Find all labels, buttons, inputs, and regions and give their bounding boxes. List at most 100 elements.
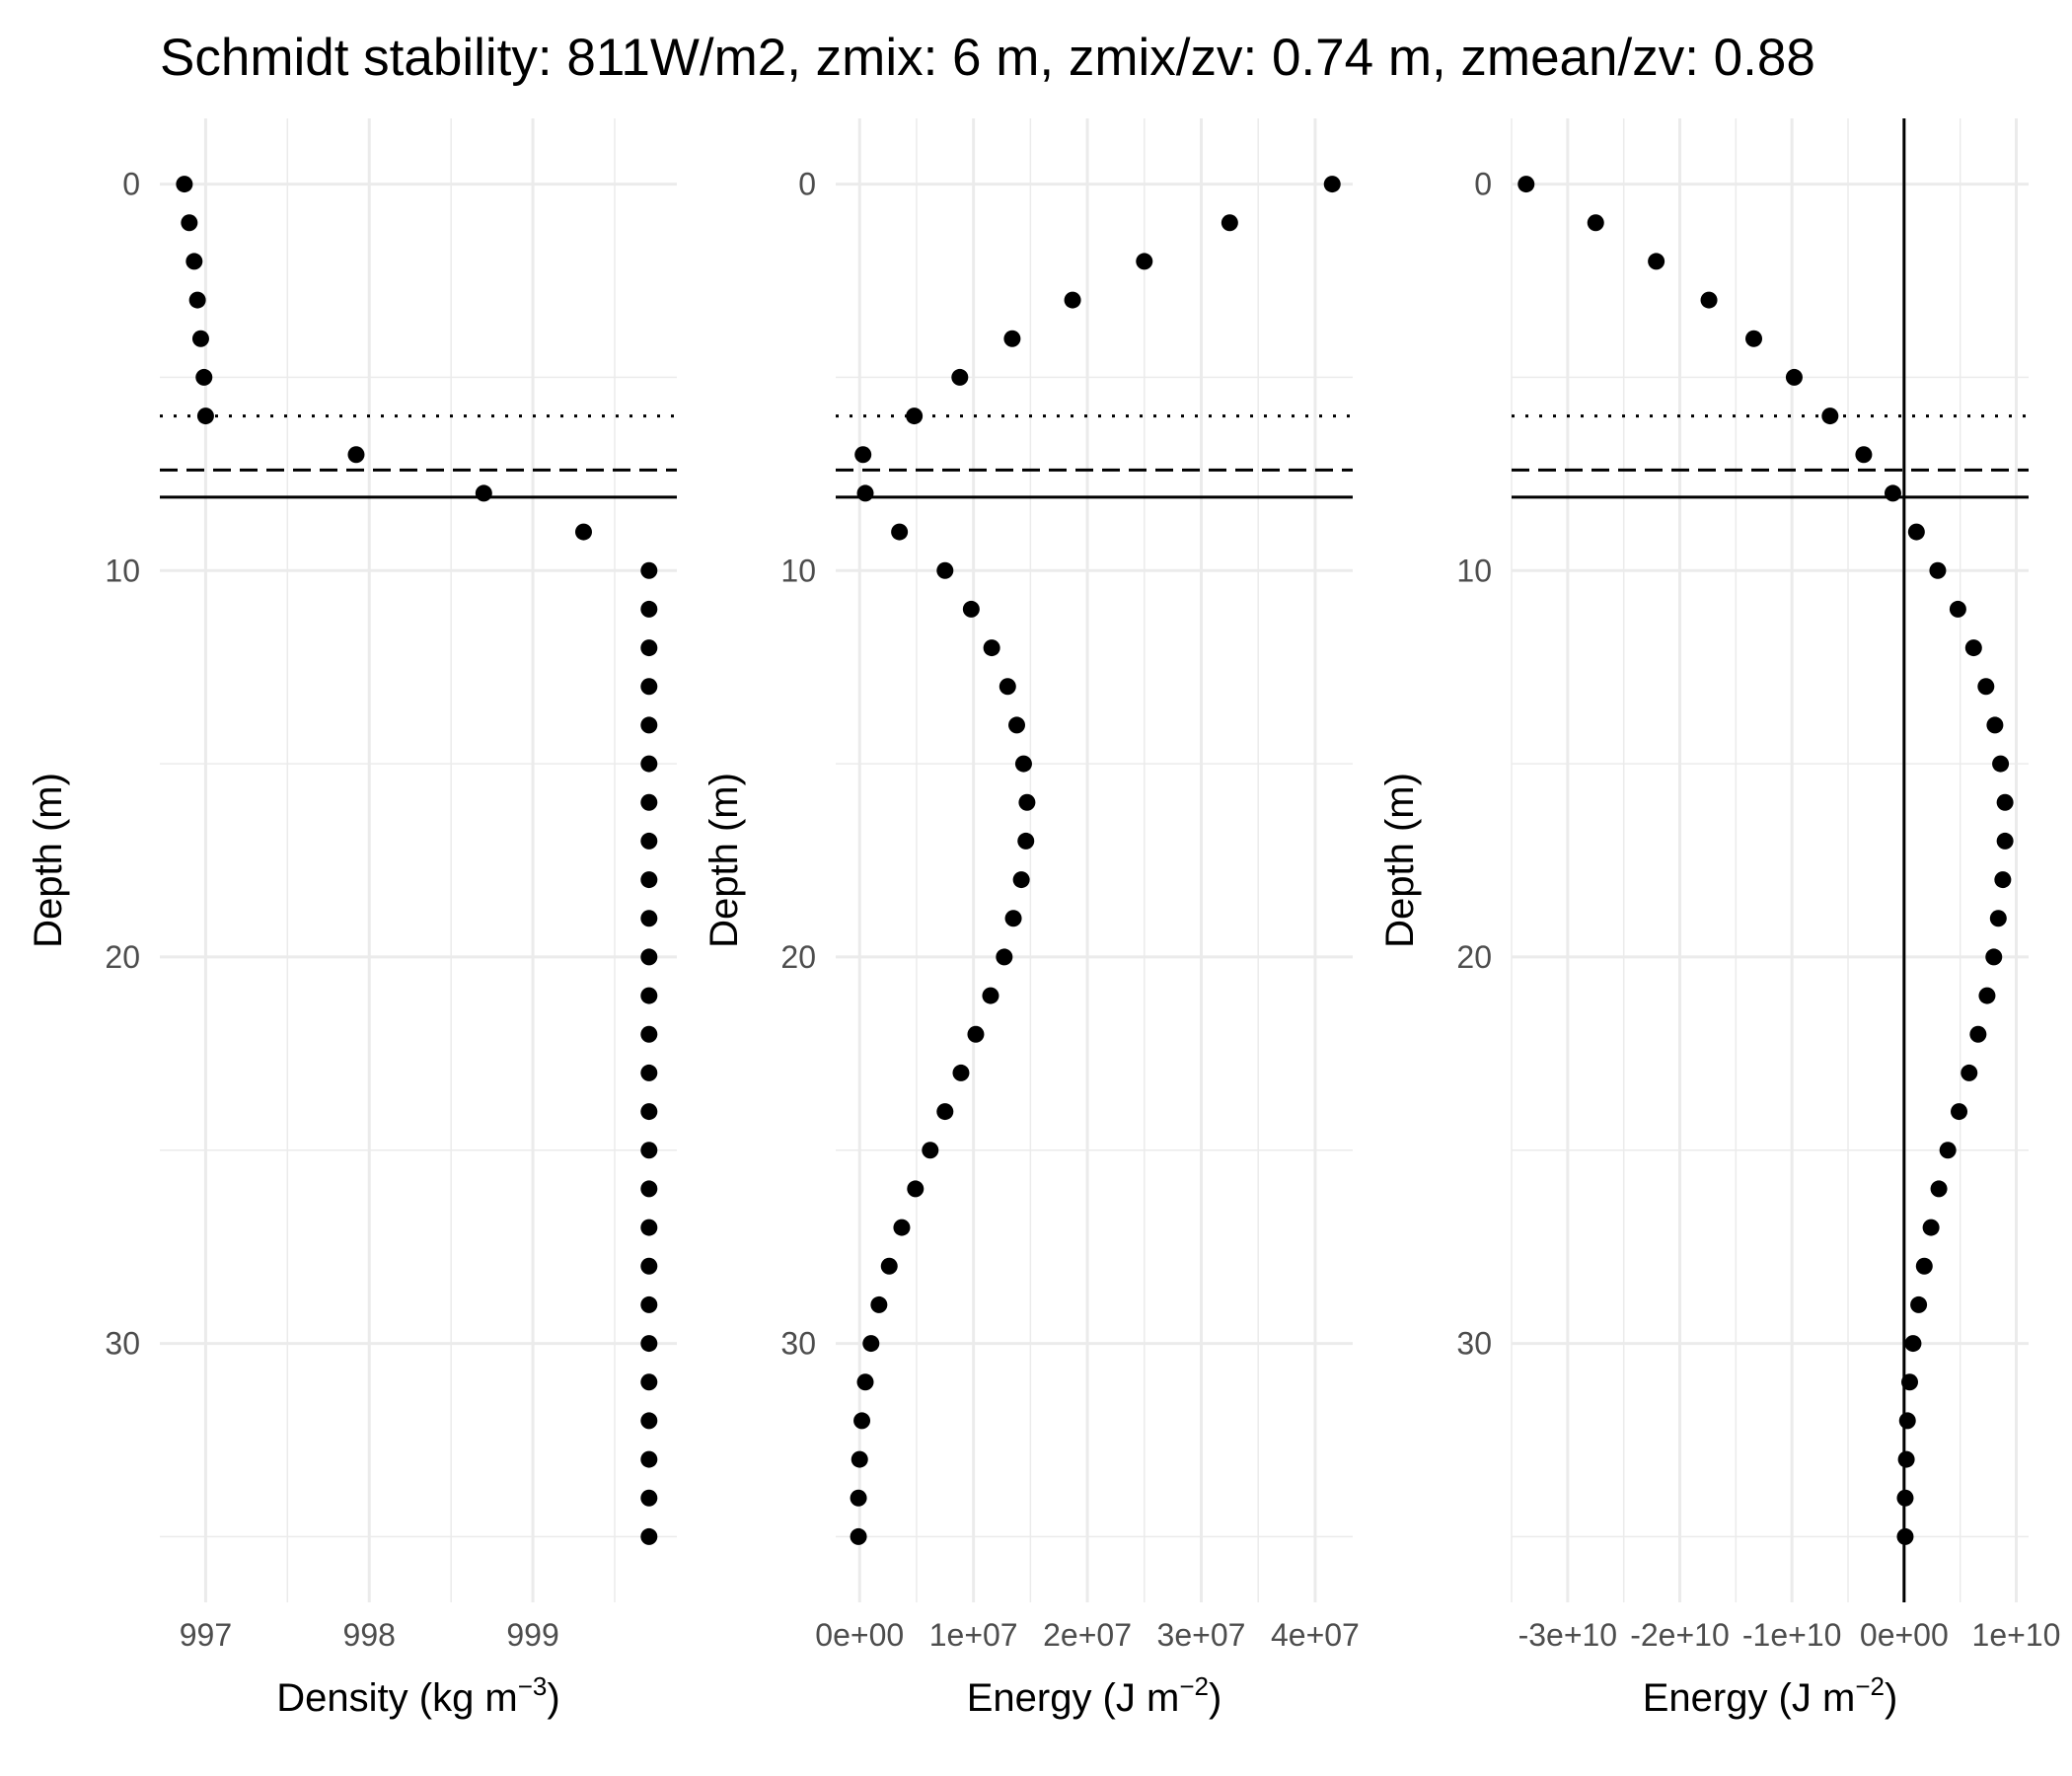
data-point — [640, 716, 658, 734]
y-tick-label: 10 — [105, 553, 140, 588]
y-axis-title: Depth (m) — [27, 773, 70, 948]
data-point — [640, 1142, 658, 1159]
x-tick-label: 2e+07 — [1043, 1617, 1132, 1653]
data-point — [1003, 330, 1021, 347]
x-tick-label: 4e+07 — [1271, 1617, 1360, 1653]
data-point — [936, 561, 954, 579]
x-tick-label: 0e+00 — [815, 1617, 904, 1653]
data-point — [1855, 446, 1873, 464]
data-point — [1017, 832, 1035, 850]
data-point — [640, 600, 658, 618]
data-point — [640, 1257, 658, 1275]
data-point — [1745, 330, 1763, 347]
data-point — [1517, 176, 1535, 193]
x-tick-label: -1e+10 — [1742, 1617, 1842, 1653]
data-point — [1018, 793, 1036, 811]
data-point — [195, 368, 213, 386]
data-point — [853, 1412, 871, 1430]
data-point — [640, 1527, 658, 1545]
data-point — [1901, 1373, 1919, 1391]
y-tick-label: 0 — [1474, 167, 1492, 202]
data-point — [1896, 1489, 1914, 1507]
data-point — [999, 678, 1016, 696]
x-tick-label: -2e+10 — [1630, 1617, 1730, 1653]
y-tick-label: 20 — [780, 939, 816, 975]
data-point — [1989, 910, 2007, 927]
data-point — [640, 561, 658, 579]
data-point — [1992, 755, 2010, 773]
x-tick-label: 999 — [506, 1617, 558, 1653]
data-point — [640, 1295, 658, 1313]
data-point — [640, 1373, 658, 1391]
data-point — [640, 1450, 658, 1468]
data-point — [1910, 1295, 1928, 1313]
data-point — [640, 1489, 658, 1507]
data-point — [1939, 1142, 1957, 1159]
data-point — [181, 214, 198, 232]
data-point — [1986, 716, 2004, 734]
data-point — [1884, 484, 1901, 502]
data-point — [893, 1219, 911, 1236]
x-tick-label: -3e+10 — [1518, 1617, 1618, 1653]
y-tick-label: 0 — [122, 167, 140, 202]
x-tick-label: 998 — [343, 1617, 396, 1653]
data-point — [185, 253, 203, 270]
data-point — [640, 755, 658, 773]
data-point — [1012, 871, 1030, 889]
data-point — [640, 678, 658, 696]
data-point — [1977, 678, 1995, 696]
x-tick-label: 0e+00 — [1860, 1617, 1949, 1653]
y-tick-label: 10 — [1456, 553, 1492, 588]
x-axis-title: Energy (J m−2) — [1643, 1671, 1898, 1720]
data-point — [640, 1103, 658, 1121]
data-point — [347, 446, 365, 464]
chart-panel-1: 0 10 20 30 997 998 999 Depth (m) Density (kg m−3… — [27, 118, 677, 1720]
chart-panel-3: 0 10 20 30 -3e+10 -2e+10 -1e+10 0e+00 1e+10 Depth… — [1378, 118, 2060, 1720]
x-tick-label: 1e+07 — [929, 1617, 1018, 1653]
data-point — [640, 1180, 658, 1198]
x-axis-title: Energy (J m−2) — [967, 1671, 1222, 1720]
data-point — [870, 1295, 888, 1313]
data-point — [640, 1025, 658, 1043]
data-point — [1978, 987, 1996, 1004]
y-tick-label: 30 — [105, 1326, 140, 1362]
data-point — [996, 948, 1013, 966]
data-point — [1922, 1219, 1940, 1236]
data-point — [850, 1527, 867, 1545]
y-tick-label: 30 — [780, 1326, 816, 1362]
data-point — [962, 600, 980, 618]
data-point — [1323, 176, 1341, 193]
data-point — [640, 793, 658, 811]
x-tick-label: 997 — [180, 1617, 232, 1653]
data-point — [1964, 639, 1982, 657]
data-point — [952, 1064, 970, 1081]
data-point — [640, 871, 658, 889]
y-tick-label: 20 — [105, 939, 140, 975]
data-point — [1994, 871, 2012, 889]
data-point — [880, 1257, 898, 1275]
data-point — [982, 987, 999, 1004]
data-point — [640, 910, 658, 927]
data-point — [176, 176, 193, 193]
data-point — [1929, 561, 1947, 579]
chart-panel-2: 0 10 20 30 0e+00 1e+07 2e+07 3e+07 4e+07 Depth (m… — [703, 118, 1360, 1720]
data-point — [936, 1103, 954, 1121]
y-tick-label: 20 — [1456, 939, 1492, 975]
data-point — [1961, 1064, 1978, 1081]
y-axis-title: Depth (m) — [1378, 773, 1422, 948]
data-point — [983, 639, 1000, 657]
data-point — [574, 523, 592, 541]
page-title: Schmidt stability: 811W/m2, zmix: 6 m, z… — [160, 29, 1815, 87]
data-point — [640, 987, 658, 1004]
data-point — [1951, 1103, 1968, 1121]
data-point — [1907, 523, 1925, 541]
data-point — [850, 1489, 867, 1507]
data-point — [191, 330, 209, 347]
data-point — [856, 1373, 874, 1391]
data-point — [906, 407, 924, 425]
data-point — [188, 291, 206, 309]
data-point — [1969, 1025, 1987, 1043]
data-point — [196, 407, 214, 425]
data-point — [1004, 910, 1022, 927]
